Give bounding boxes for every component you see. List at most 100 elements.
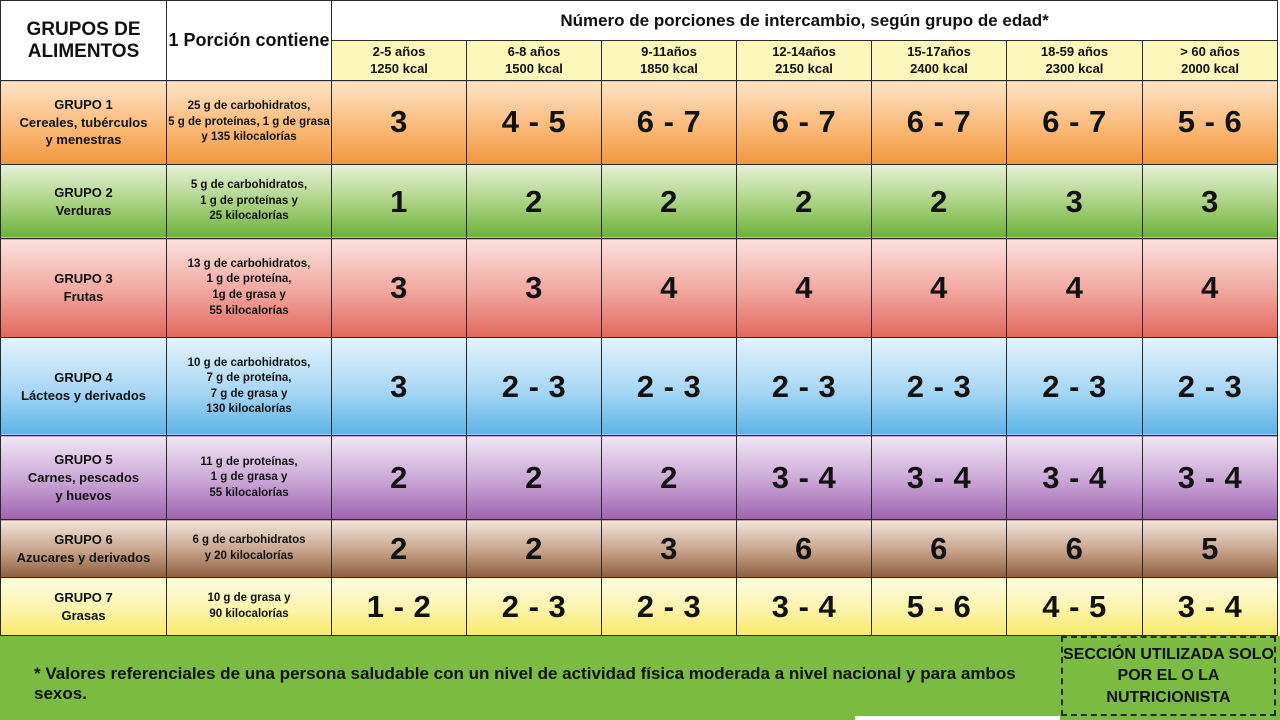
portion-count: 4	[1141, 238, 1279, 338]
portion-count: 6 - 7	[1006, 80, 1143, 165]
portion-count: 2 - 3	[466, 577, 602, 636]
age-group-header: 15-17años 2400 kcal	[871, 40, 1007, 81]
food-group-name-line: y menestras	[45, 132, 122, 148]
nutritionist-section-line-2: POR EL O LA NUTRICIONISTA	[1106, 667, 1231, 706]
portion-content-line: 7 g de grasa y	[210, 387, 288, 400]
portion-count: 3 - 4	[871, 435, 1007, 521]
food-group-row: GRUPO 7 Grasas 10 g de grasa y 90 kilocalor…	[0, 577, 1279, 636]
portion-count: 5 - 6	[1141, 80, 1279, 165]
portion-count: 4 - 5	[1006, 577, 1143, 636]
portion-count: 4	[601, 238, 737, 338]
food-group-name-line: y huevos	[55, 487, 112, 503]
food-group-name-line: Frutas	[63, 288, 104, 304]
portion-content-line: 1 g de grasa y	[210, 471, 288, 484]
portion-content-line: 130 kilocalorías	[206, 403, 292, 416]
portion-count: 2 - 3	[466, 336, 602, 437]
portion-count: 3	[466, 238, 602, 338]
age-group-header: > 60 años 2000 kcal	[1141, 40, 1279, 81]
food-group-name: GRUPO 1 Cereales, tubérculos y menestras	[0, 80, 167, 165]
portion-content-line: 25 g de carbohidratos,	[187, 100, 311, 113]
portion-content-line: 5 g de proteínas, 1 g de grasa	[168, 115, 330, 128]
portion-content: 25 g de carbohidratos, 5 g de proteínas, …	[166, 80, 332, 165]
portion-count: 3 - 4	[736, 435, 872, 521]
age-range: 18-59 años	[1040, 43, 1109, 59]
calorie-target: 1500 kcal	[505, 60, 563, 76]
portion-content-line: 10 g de carbohidratos,	[187, 356, 311, 369]
portion-count: 6 - 7	[871, 80, 1007, 165]
portion-count: 6 - 7	[601, 80, 737, 165]
portion-count: 2 - 3	[1141, 336, 1279, 437]
food-group-name: GRUPO 5 Carnes, pescados y huevos	[0, 435, 167, 521]
portion-count: 2	[871, 163, 1007, 240]
portion-count: 2	[736, 163, 872, 240]
footer-divider	[855, 716, 1060, 720]
portion-content-line: 1 g de proteína,	[206, 273, 292, 286]
calorie-target: 1850 kcal	[640, 60, 698, 76]
food-group-name-line: Cereales, tubérculos	[19, 114, 148, 130]
portion-count: 4	[871, 238, 1007, 338]
portion-content-line: 25 kilocalorías	[209, 210, 289, 223]
portion-count: 2	[466, 163, 602, 240]
food-group-name-line: GRUPO 6	[54, 532, 113, 548]
food-group-name: GRUPO 6 Azucares y derivados	[0, 519, 167, 579]
portion-content-line: 1g de grasa y	[212, 288, 286, 301]
portion-count: 6	[871, 519, 1007, 579]
portion-count: 2	[331, 435, 467, 521]
portion-count: 5 - 6	[871, 577, 1007, 636]
age-group-header: 2-5 años 1250 kcal	[331, 40, 467, 81]
food-groups-body: GRUPO 1 Cereales, tubérculos y menestras 25…	[0, 80, 1279, 636]
age-range: 15-17años	[907, 43, 971, 59]
portion-count: 4	[736, 238, 872, 338]
header-food-groups: GRUPOS DE ALIMENTOS	[0, 0, 167, 81]
food-group-name-line: GRUPO 5	[54, 452, 113, 468]
food-group-name-line: Azucares y derivados	[16, 549, 151, 565]
portion-count: 3 - 4	[1141, 577, 1279, 636]
food-group-name: GRUPO 2 Verduras	[0, 163, 167, 240]
food-group-name-line: Lácteos y derivados	[21, 387, 146, 403]
portion-content-line: 55 kilocalorías	[209, 486, 289, 499]
portion-content-line: y 135 kilocalorías	[201, 131, 297, 144]
portion-count: 3	[1006, 163, 1143, 240]
food-group-row: GRUPO 6 Azucares y derivados 6 g de carboh…	[0, 519, 1279, 579]
food-group-name-line: GRUPO 2	[54, 184, 113, 200]
nutritionist-section-box: SECCIÓN UTILIZADA SOLO POR EL O LA NUTRI…	[1061, 636, 1276, 716]
food-group-name-line: Carnes, pescados	[27, 470, 140, 486]
age-range: 6-8 años	[507, 43, 561, 59]
calorie-target: 2300 kcal	[1045, 60, 1104, 76]
food-group-name: GRUPO 4 Lácteos y derivados	[0, 336, 167, 437]
age-group-header: 6-8 años 1500 kcal	[466, 40, 602, 81]
age-range: 9-11años	[641, 43, 697, 59]
portion-content: 13 g de carbohidratos, 1 g de proteína, 1g…	[166, 238, 332, 338]
food-group-name-line: GRUPO 3	[54, 271, 113, 287]
age-group-header-row: 2-5 años 1250 kcal 6-8 años 1500 kcal 9-11añ…	[1, 40, 1279, 81]
portion-count: 2 - 3	[601, 336, 737, 437]
portion-count: 2 - 3	[736, 336, 872, 437]
age-group-header: 12-14años 2150 kcal	[736, 40, 872, 81]
food-group-row: GRUPO 3 Frutas 13 g de carbohidratos, 1 g d…	[0, 238, 1279, 338]
food-group-row: GRUPO 1 Cereales, tubérculos y menestras 25…	[0, 80, 1279, 165]
portion-content: 11 g de proteínas, 1 g de grasa y 55 kiloc…	[166, 435, 332, 521]
food-group-name-line: GRUPO 4	[54, 370, 113, 386]
portion-count: 2 - 3	[1006, 336, 1143, 437]
calorie-target: 2000 kcal	[1181, 60, 1239, 76]
calorie-target: 2400 kcal	[910, 60, 968, 76]
portion-count: 5	[1141, 519, 1279, 579]
age-range: > 60 años	[1180, 43, 1240, 59]
header-portion-contains: 1 Porción contiene	[166, 0, 332, 81]
header-portions-by-age: Número de porciones de intercambio, segú…	[330, 0, 1279, 41]
portion-content-line: 90 kilocalorías	[209, 607, 289, 620]
portion-count: 6 - 7	[736, 80, 872, 165]
portion-count: 2 - 3	[601, 577, 737, 636]
portion-content-line: 11 g de proteínas,	[200, 455, 298, 468]
portion-count: 6	[736, 519, 872, 579]
portion-content-line: 1 g de proteínas y	[200, 194, 298, 207]
portion-count: 2	[466, 519, 602, 579]
food-group-name-line: Verduras	[55, 202, 112, 218]
portion-count: 2	[466, 435, 602, 521]
portion-count: 1	[331, 163, 467, 240]
portion-table: GRUPOS DE ALIMENTOS 1 Porción contiene N…	[0, 0, 1279, 636]
portion-count: 2	[331, 519, 467, 579]
portion-content-line: 7 g de proteína,	[206, 372, 292, 385]
age-group-header: 9-11años 1850 kcal	[601, 40, 737, 81]
portion-count: 2	[601, 435, 737, 521]
